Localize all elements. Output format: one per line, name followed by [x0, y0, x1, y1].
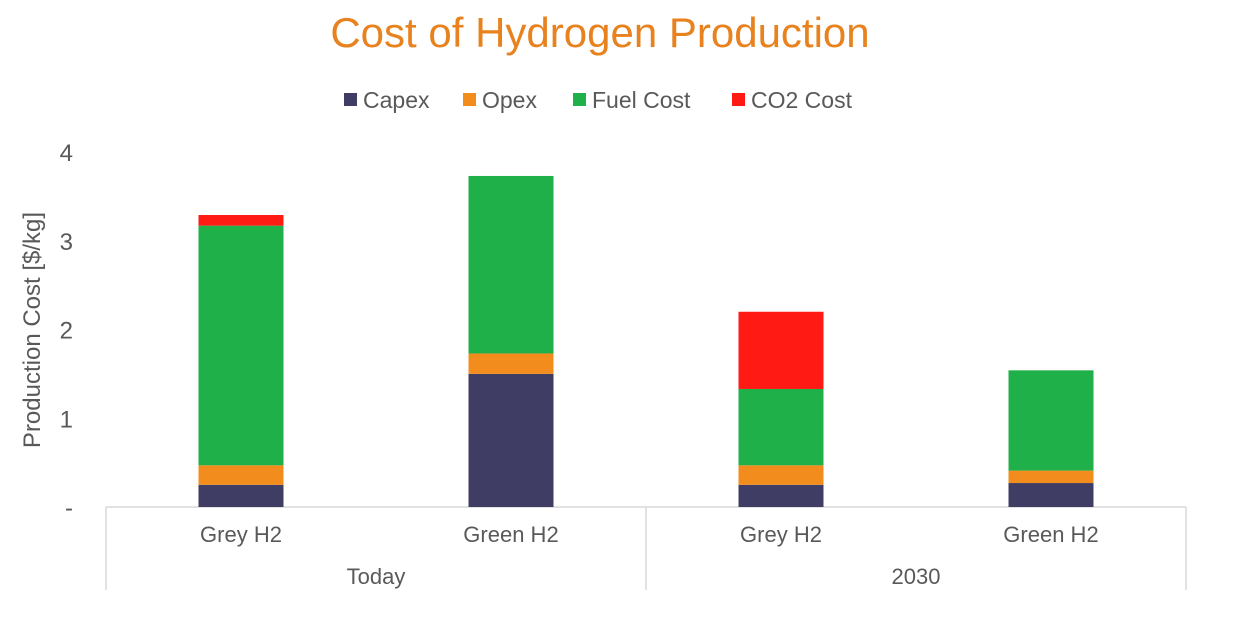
x-axis-ticks: Grey H2 Green H2 Grey H2 Green H2 [200, 522, 1099, 547]
legend: Capex Opex Fuel Cost CO2 Cost [344, 87, 853, 113]
bar-2-fuel-cost [738, 388, 824, 466]
bar-0-fuel-cost [198, 225, 284, 466]
bar-1-fuel-cost [468, 175, 554, 354]
bar-1-capex [468, 373, 554, 507]
bar-0-opex [198, 465, 284, 485]
x-group-label-0: Today [347, 564, 406, 589]
y-tick-label-1: 1 [60, 406, 73, 433]
legend-swatch-0 [344, 93, 357, 106]
bar-1-opex [468, 353, 554, 374]
legend-swatch-3 [732, 93, 745, 106]
bar-3-fuel-cost [1008, 370, 1094, 471]
x-tick-label-3: Green H2 [1003, 522, 1098, 547]
bar-3-capex [1008, 483, 1094, 507]
x-tick-label-2: Grey H2 [740, 522, 822, 547]
x-tick-label-0: Grey H2 [200, 522, 282, 547]
bar-2-opex [738, 465, 824, 485]
legend-label-3: CO2 Cost [751, 87, 853, 113]
bar-0-capex [198, 484, 284, 507]
y-tick-label-4: 4 [60, 140, 73, 167]
axis-frame [105, 506, 1187, 590]
legend-swatch-2 [573, 93, 586, 106]
y-axis-ticks: - 1 2 3 4 [60, 140, 73, 522]
bars [198, 175, 1094, 507]
legend-label-1: Opex [482, 87, 537, 113]
legend-swatch-1 [463, 93, 476, 106]
bar-2-co2-cost [738, 311, 824, 389]
x-tick-label-1: Green H2 [463, 522, 558, 547]
y-axis-label: Production Cost [$/kg] [19, 212, 46, 448]
y-tick-label-2: 2 [60, 318, 73, 345]
x-axis-group-labels: Today 2030 [347, 564, 941, 589]
bar-0-co2-cost [198, 215, 284, 226]
y-tick-label-3: 3 [60, 229, 73, 256]
legend-label-0: Capex [363, 87, 430, 113]
legend-label-2: Fuel Cost [592, 87, 691, 113]
x-group-label-1: 2030 [892, 564, 941, 589]
chart-title: Cost of Hydrogen Production [330, 9, 869, 56]
y-tick-label-0: - [65, 495, 73, 522]
bar-3-opex [1008, 470, 1094, 484]
bar-2-capex [738, 484, 824, 507]
